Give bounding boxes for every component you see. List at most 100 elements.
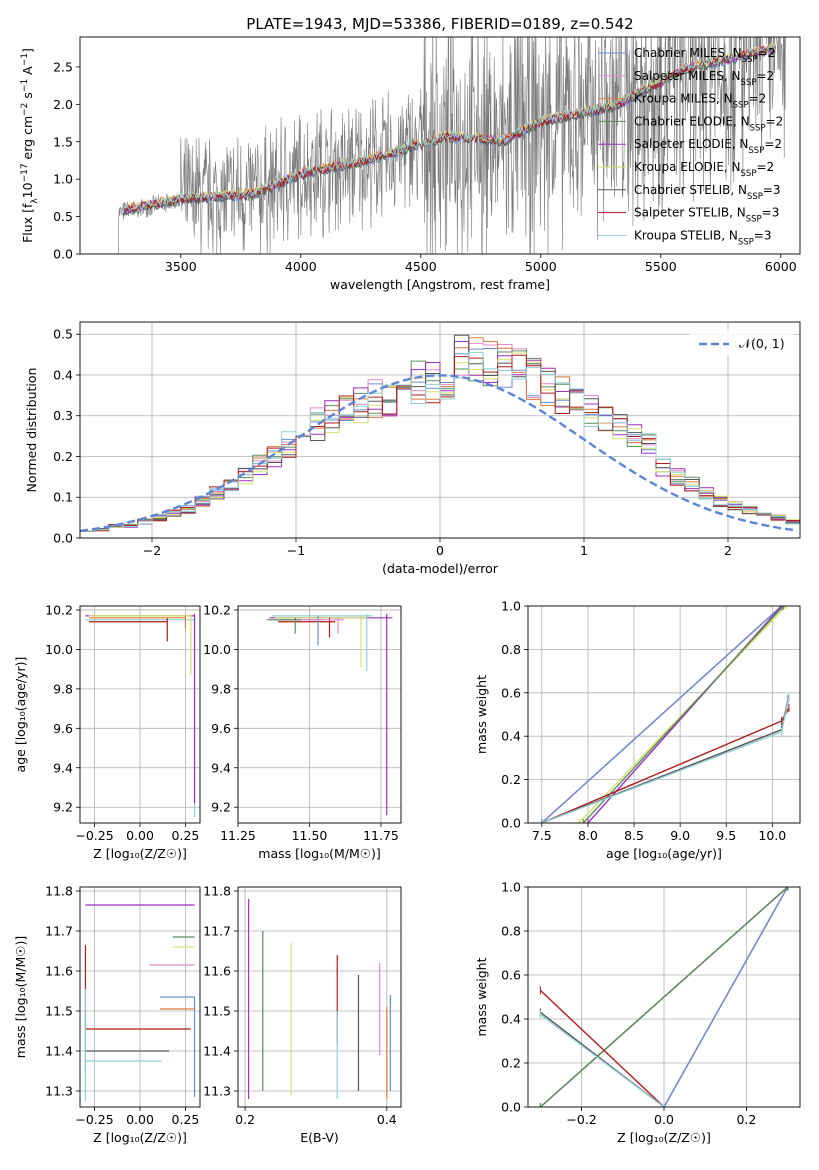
- x-tick-label: 0.00: [126, 1112, 154, 1127]
- y-tick-label: 11.7: [203, 924, 231, 939]
- spectrum-axes: 3500 4000 4500 5000 5500 6000 0.0 0.5 1.0 1.5 2.0 2…: [20, 36, 801, 292]
- y-tick-label: 0.2: [53, 449, 73, 464]
- x-tick-label: 9.5: [716, 828, 736, 843]
- mass-weight-vs-Z-ylabel: mass weight: [474, 957, 489, 1036]
- x-tick-label: 0.0: [654, 1112, 674, 1127]
- mass-vs-Z-plot: [84, 904, 196, 1101]
- legend-label: Kroupa STELIB, NSSP=3: [634, 228, 772, 247]
- observed-spectrum: [118, 37, 786, 254]
- residual-histogram-xlabel: (data-model)/error: [382, 561, 499, 576]
- y-tick-label: 9.8: [53, 681, 73, 696]
- x-tick-label: 5500: [645, 259, 677, 274]
- y-tick-label: 0.4: [501, 1012, 521, 1027]
- legend-label: Salpeter MILES, NSSP=2: [634, 69, 774, 88]
- residual-histogram-ylabel: Normed distribution: [24, 368, 39, 493]
- x-tick-label: −1: [287, 543, 305, 558]
- weight-line-2: [541, 606, 783, 823]
- y-tick-label: 10.0: [45, 642, 73, 657]
- legend-label: Chabrier STELIB, NSSP=3: [634, 183, 781, 202]
- mass-vs-EBV-axes: 0.2 0.4 11.3 11.4 11.5 11.6 11.7 11.8 E(B-V): [203, 884, 402, 1145]
- y-tick-label: 11.3: [45, 1084, 73, 1099]
- mass-weight-vs-age-frame: [527, 605, 801, 824]
- histogram-series-8: [80, 351, 800, 532]
- x-tick-label: 7.5: [532, 828, 552, 843]
- y-tick-label: 11.4: [45, 1044, 73, 1059]
- y-tick-label: 9.6: [53, 721, 73, 736]
- panels: 3500 4000 4500 5000 5500 6000 0.0 0.5 1.0 1.5 2.0 2…: [13, 36, 801, 1145]
- y-tick-label: 0.5: [53, 327, 73, 342]
- y-tick-label: 2.0: [53, 97, 73, 112]
- x-tick-label: 6000: [765, 259, 797, 274]
- x-tick-label: 11.50: [292, 828, 328, 843]
- y-tick-label: 0.2: [501, 772, 521, 787]
- y-tick-label: 9.4: [211, 760, 231, 775]
- mass-weight-vs-Z-axes: −0.2 0.0 0.2 0.0 0.2 0.4 0.6 0.8 1.0 Z [log₁₀(Z/Z…: [474, 880, 801, 1145]
- age-vs-Z-plot: [85, 613, 196, 818]
- legend-label: Salpeter STELIB, NSSP=3: [634, 206, 779, 225]
- weight-line-5: [539, 887, 789, 1107]
- gaussian-curve: [80, 374, 798, 533]
- mass-vs-EBV-plot: [248, 899, 391, 1099]
- y-tick-label: 1.0: [501, 880, 521, 895]
- x-tick-label: −0.25: [75, 1112, 113, 1127]
- mass-weight-vs-age-ylabel: mass weight: [474, 675, 489, 754]
- x-tick-label: 8.5: [624, 828, 644, 843]
- y-tick-label: 11.4: [203, 1044, 231, 1059]
- y-tick-label: 11.5: [45, 1004, 73, 1019]
- y-tick-label: 0.6: [501, 685, 521, 700]
- y-tick-label: 1.5: [53, 134, 73, 149]
- x-tick-label: 4000: [285, 259, 317, 274]
- histogram-legend-box: [690, 330, 794, 356]
- y-tick-label: 0.0: [53, 247, 73, 262]
- x-tick-label: 11.75: [363, 828, 399, 843]
- y-tick-label: 11.7: [45, 924, 73, 939]
- legend-label: Kroupa ELODIE, NSSP=2: [634, 160, 774, 179]
- residual-histogram-frame: [79, 321, 801, 539]
- weight-line-7: [541, 699, 789, 823]
- mass-weight-vs-age-xlabel: age [log₁₀(age/yr)]: [606, 846, 722, 861]
- age-vs-Z-axes: −0.25 0.00 0.25 9.2 9.4 9.6 9.8 10.0 10.2 Z [log₁…: [13, 602, 201, 861]
- y-tick-label: 0.6: [501, 968, 521, 983]
- x-tick-label: 0.2: [736, 1112, 756, 1127]
- x-tick-label: −0.2: [566, 1112, 596, 1127]
- weight-line-2: [663, 887, 789, 1107]
- figure-title: PLATE=1943, MJD=53386, FIBERID=0189, z=0…: [246, 15, 633, 33]
- weight-line-8: [539, 1014, 665, 1107]
- mass-weight-vs-Z-frame: [527, 886, 801, 1108]
- y-tick-label: 0.0: [53, 531, 73, 546]
- weight-line-6: [539, 989, 665, 1107]
- mass-vs-EBV-xlabel: E(B-V): [300, 1130, 339, 1145]
- mass-weight-vs-age-plot: [541, 606, 790, 823]
- legend-label: Chabrier MILES, NSSP=2: [634, 46, 775, 65]
- age-vs-mass-plot: [266, 613, 393, 816]
- mass-vs-Z-axes: −0.25 0.00 0.25 11.3 11.4 11.5 11.6 11.7 11.8 Z […: [13, 884, 201, 1145]
- y-tick-label: 0.0: [501, 1100, 521, 1115]
- x-tick-label: −0.25: [75, 828, 113, 843]
- spectrum-legend: Chabrier MILES, NSSP=2 Salpeter MILES, NS…: [598, 46, 783, 247]
- x-tick-label: 1: [580, 543, 588, 558]
- legend-label: Kroupa MILES, NSSP=2: [634, 92, 766, 111]
- y-tick-label: 0.5: [53, 209, 73, 224]
- x-tick-label: 11.25: [220, 828, 256, 843]
- age-vs-mass-xlabel: mass [log₁₀(M/M☉)]: [258, 846, 380, 861]
- x-tick-label: 5000: [525, 259, 557, 274]
- y-tick-label: 0.8: [501, 642, 521, 657]
- mass-vs-Z-xlabel: Z [log₁₀(Z/Z☉)]: [93, 1130, 187, 1145]
- y-tick-label: 1.0: [53, 172, 73, 187]
- mass-weight-vs-age-axes: 7.5 8.0 8.5 9.0 9.5 10.0 0.0 0.2 0.4 0.6 0.8 1.0 age…: [474, 599, 801, 861]
- y-tick-label: 1.0: [501, 599, 521, 614]
- y-tick-label: 0.1: [53, 490, 73, 505]
- y-tick-label: 0.0: [501, 816, 521, 831]
- histogram-legend-label: 𝒩(0, 1): [739, 336, 785, 351]
- residual-histogram-axes: −2 −1 0 1 2 0.0 0.1 0.2 0.3 0.4 0.5 (data-model)/er…: [24, 321, 801, 576]
- age-vs-mass-frame: [237, 605, 402, 824]
- y-tick-label: 11.6: [203, 964, 231, 979]
- y-tick-label: 11.3: [203, 1084, 231, 1099]
- y-tick-label: 0.2: [501, 1056, 521, 1071]
- y-tick-label: 9.4: [53, 760, 73, 775]
- y-tick-label: 2.5: [53, 59, 73, 74]
- x-tick-label: 10.0: [758, 828, 786, 843]
- histogram-series-7: [80, 354, 800, 532]
- x-tick-label: 0.4: [377, 1112, 397, 1127]
